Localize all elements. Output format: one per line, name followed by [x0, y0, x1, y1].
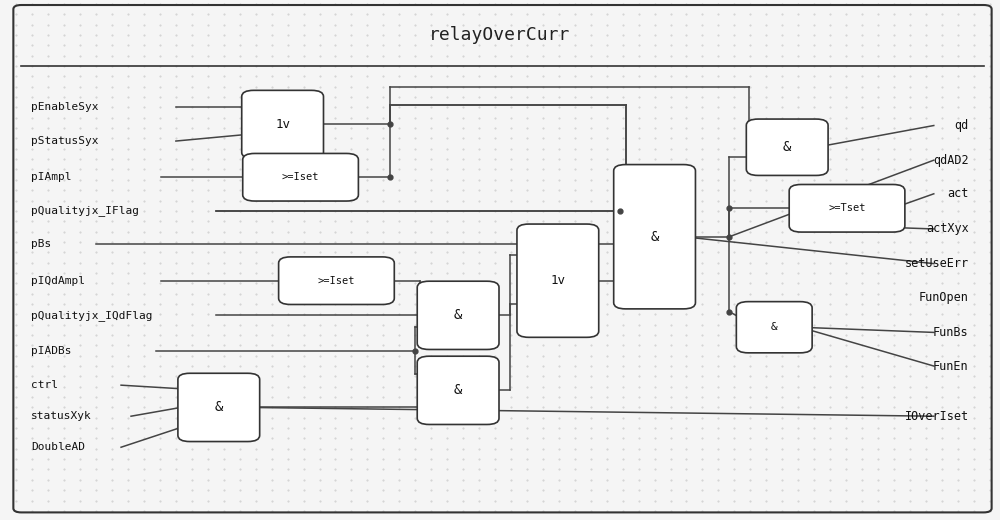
FancyBboxPatch shape: [517, 224, 599, 337]
Text: qdAD2: qdAD2: [933, 154, 969, 167]
FancyBboxPatch shape: [243, 153, 358, 201]
Text: IOverIset: IOverIset: [905, 410, 969, 423]
Text: >=Iset: >=Iset: [282, 172, 319, 182]
Text: act: act: [947, 187, 969, 200]
FancyBboxPatch shape: [178, 373, 260, 441]
FancyBboxPatch shape: [242, 90, 323, 159]
FancyBboxPatch shape: [279, 257, 394, 305]
Text: &: &: [650, 230, 659, 244]
Text: relayOverCurr: relayOverCurr: [429, 26, 571, 44]
FancyBboxPatch shape: [417, 281, 499, 349]
Text: &: &: [454, 383, 462, 397]
Text: FunBs: FunBs: [933, 326, 969, 339]
Text: statusXyk: statusXyk: [31, 411, 92, 421]
Text: >=Iset: >=Iset: [318, 276, 355, 285]
Text: &: &: [454, 308, 462, 322]
FancyBboxPatch shape: [789, 185, 905, 232]
Text: &: &: [771, 322, 778, 332]
Text: pEnableSyx: pEnableSyx: [31, 102, 99, 112]
Text: >=Tset: >=Tset: [828, 203, 866, 213]
Text: pBs: pBs: [31, 240, 52, 250]
Text: &: &: [215, 400, 223, 414]
Text: actXyx: actXyx: [926, 223, 969, 236]
Text: pQualityjx_IFlag: pQualityjx_IFlag: [31, 205, 139, 216]
Text: pIQdAmpl: pIQdAmpl: [31, 276, 85, 285]
Text: pIADBs: pIADBs: [31, 345, 72, 356]
FancyBboxPatch shape: [417, 356, 499, 424]
Text: FunEn: FunEn: [933, 359, 969, 372]
Text: pQualityjx_IQdFlag: pQualityjx_IQdFlag: [31, 310, 153, 321]
Text: ctrl: ctrl: [31, 380, 58, 390]
Text: 1v: 1v: [550, 274, 565, 287]
Text: pStatusSyx: pStatusSyx: [31, 136, 99, 146]
FancyBboxPatch shape: [614, 164, 695, 309]
Text: &: &: [783, 140, 791, 154]
Text: setUseErr: setUseErr: [905, 257, 969, 270]
Text: 1v: 1v: [275, 118, 290, 131]
Text: qd: qd: [954, 119, 969, 132]
FancyBboxPatch shape: [736, 302, 812, 353]
Text: FunOpen: FunOpen: [919, 291, 969, 304]
Text: DoubleAD: DoubleAD: [31, 442, 85, 452]
FancyBboxPatch shape: [746, 119, 828, 175]
Text: pIAmpl: pIAmpl: [31, 172, 72, 182]
